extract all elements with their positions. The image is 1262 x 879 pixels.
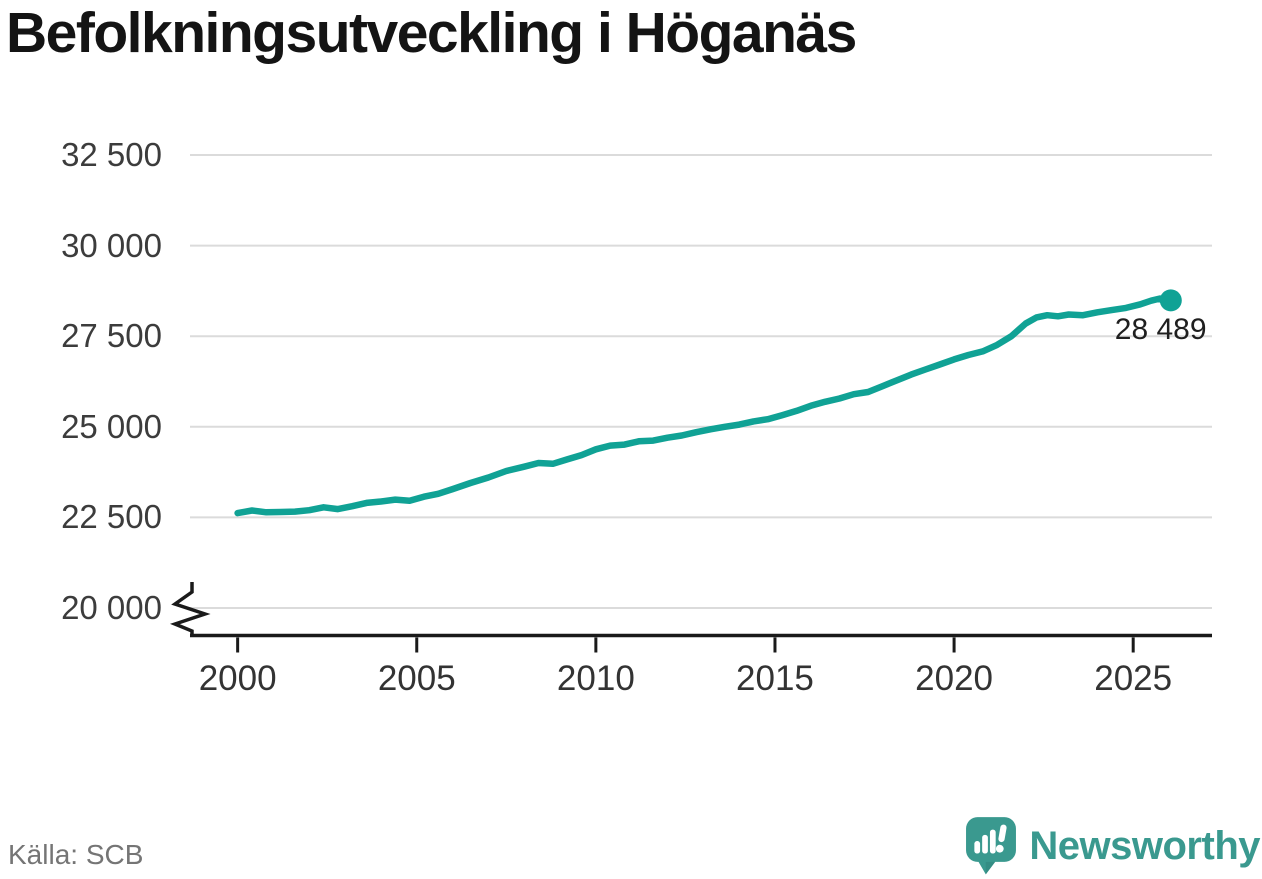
y-axis-tick-label: 30 000: [61, 226, 162, 264]
y-axis-tick-label: 25 000: [61, 407, 162, 445]
axis-break-squiggle: [169, 582, 211, 636]
end-value-annotation: 28 489: [1114, 313, 1207, 347]
x-axis-tick-label: 2005: [377, 658, 456, 698]
population-line: [234, 295, 1175, 517]
newsworthy-logo: Newsworthy: [965, 815, 1260, 877]
x-axis-tick-label: 2000: [198, 658, 277, 698]
y-axis-tick-label: 20 000: [61, 589, 162, 626]
x-axis-tick-label: 2025: [1094, 658, 1173, 698]
x-axis-tick-label: 2015: [736, 658, 814, 698]
x-axis-tick-label: 2010: [556, 658, 635, 698]
end-point-dot: [1159, 289, 1182, 312]
page-title: Befolkningsutveckling i Höganäs: [6, 1, 857, 65]
newsworthy-wordmark: Newsworthy: [1029, 824, 1260, 868]
source-label: Källa: SCB: [8, 839, 144, 870]
x-axis-tick-label: 2020: [915, 658, 994, 698]
plot-svg: [169, 154, 1212, 653]
y-axis-tick-label: 27 500: [61, 317, 162, 355]
y-axis-tick-label: 32 500: [61, 136, 162, 173]
y-axis-tick-label: 22 500: [61, 498, 162, 536]
line-chart: 20 000 22 500 25 000 27 500 30 000 32 500 2000…: [61, 136, 1212, 698]
newsworthy-bubble-chart-icon: [966, 817, 1017, 875]
